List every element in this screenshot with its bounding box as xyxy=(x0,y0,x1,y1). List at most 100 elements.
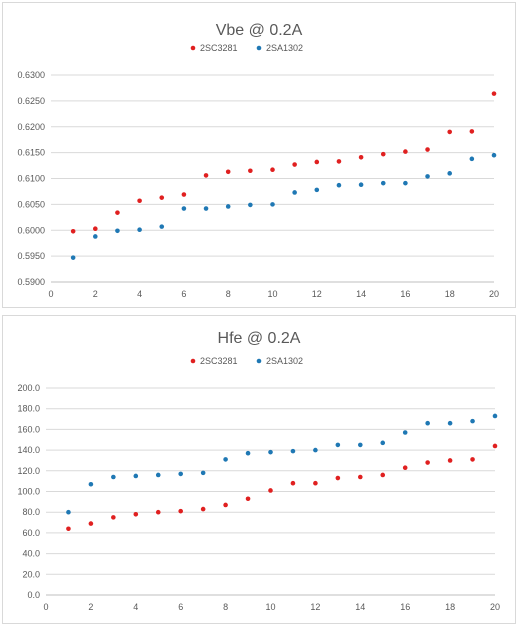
x-tick-label: 10 xyxy=(265,602,275,612)
x-tick-label: 14 xyxy=(356,289,366,299)
y-tick-label: 0.5900 xyxy=(17,277,45,287)
legend-label: 2SC3281 xyxy=(200,43,238,53)
x-tick-label: 8 xyxy=(226,289,231,299)
data-point xyxy=(88,521,94,526)
data-point xyxy=(469,129,475,134)
y-tick-label: 160.0 xyxy=(17,424,40,434)
data-point xyxy=(292,162,297,167)
data-point xyxy=(425,147,430,152)
x-tick-label: 12 xyxy=(310,602,320,612)
series-2SC3281 xyxy=(66,443,498,532)
x-tick-label: 8 xyxy=(223,602,228,612)
data-point xyxy=(292,190,297,195)
vbe-chart: Vbe @ 0.2A 2SC3281 2SA1302 0.5900 0.5950 0.… xyxy=(17,22,499,299)
x-tick-label: 0 xyxy=(43,602,48,612)
data-point xyxy=(380,472,386,478)
vbe-chart-panel: Vbe @ 0.2A 2SC3281 2SA1302 0.5900 0.5950 0.… xyxy=(2,2,516,308)
data-point xyxy=(403,149,408,154)
data-point xyxy=(159,195,165,200)
x-tick-label: 14 xyxy=(355,602,365,612)
y-tick-label: 0.6100 xyxy=(17,174,45,184)
data-point xyxy=(335,442,341,448)
data-point xyxy=(313,447,318,453)
data-point xyxy=(93,226,98,231)
y-tick-label: 0.5950 xyxy=(17,251,45,261)
legend-marker xyxy=(256,45,262,51)
data-point xyxy=(203,173,209,178)
x-tick-label: 18 xyxy=(445,602,455,612)
y-tick-label: 20.0 xyxy=(22,569,40,579)
data-point xyxy=(358,442,363,448)
x-tick-label: 4 xyxy=(133,602,138,612)
series-2SA1302 xyxy=(70,152,497,260)
data-point xyxy=(115,228,120,234)
data-point xyxy=(245,496,251,502)
y-tick-label: 0.6150 xyxy=(17,148,45,158)
chart-legend: 2SC3281 2SA1302 xyxy=(190,356,303,366)
data-point xyxy=(270,202,275,207)
data-point xyxy=(200,506,206,512)
data-point xyxy=(200,470,206,476)
data-point xyxy=(115,210,120,215)
y-tick-label: 100.0 xyxy=(17,487,40,497)
data-point xyxy=(336,159,342,164)
data-point xyxy=(155,509,161,515)
legend-marker xyxy=(256,358,262,364)
data-point xyxy=(314,159,320,165)
y-tick-label: 200.0 xyxy=(17,383,40,393)
data-point xyxy=(270,167,275,173)
chart-legend: 2SC3281 2SA1302 xyxy=(190,43,303,53)
data-point xyxy=(380,440,386,446)
y-tick-label: 0.0 xyxy=(27,590,40,600)
data-point xyxy=(358,182,364,188)
x-tick-label: 4 xyxy=(137,289,142,299)
data-point xyxy=(93,234,98,239)
data-point xyxy=(248,202,253,208)
x-tick-label: 2 xyxy=(88,602,93,612)
data-point xyxy=(314,187,320,193)
data-point xyxy=(290,448,296,454)
data-point xyxy=(492,443,498,449)
chart-title: Hfe @ 0.2A xyxy=(218,330,301,347)
x-tick-label: 18 xyxy=(445,289,455,299)
data-point xyxy=(159,224,165,229)
hfe-chart-panel: Hfe @ 0.2A 2SC3281 2SA1302 0.0 20.0 40.0 60.… xyxy=(2,315,516,624)
data-point xyxy=(225,204,231,209)
data-point xyxy=(133,511,139,517)
data-point xyxy=(380,151,386,157)
data-point xyxy=(248,168,253,174)
data-point xyxy=(155,472,161,478)
data-point xyxy=(447,458,453,463)
data-point xyxy=(181,206,187,211)
chart-title: Vbe @ 0.2A xyxy=(216,22,303,39)
data-point xyxy=(133,473,139,479)
x-tick-label: 16 xyxy=(400,289,410,299)
legend-label: 2SC3281 xyxy=(200,356,238,366)
series-2SA1302 xyxy=(66,413,498,515)
legend-label: 2SA1302 xyxy=(266,43,303,53)
y-tick-label: 80.0 xyxy=(22,507,40,517)
series-2SC3281 xyxy=(70,91,497,234)
data-point xyxy=(313,480,318,486)
x-tick-label: 2 xyxy=(93,289,98,299)
data-point xyxy=(268,449,273,455)
data-point xyxy=(137,198,142,204)
data-point xyxy=(425,420,430,426)
data-point xyxy=(223,502,228,508)
data-point xyxy=(290,480,296,486)
plot-area: 0.0 20.0 40.0 60.0 80.0 100.0 120.0 140.0 160.0 1… xyxy=(17,383,500,612)
data-point xyxy=(403,180,408,186)
data-point xyxy=(447,171,453,176)
y-tick-label: 0.6250 xyxy=(17,96,45,106)
data-point xyxy=(402,465,408,470)
legend-marker xyxy=(190,45,196,51)
data-point xyxy=(66,509,71,515)
y-tick-label: 60.0 xyxy=(22,528,40,538)
legend-label: 2SA1302 xyxy=(266,356,303,366)
data-point xyxy=(425,174,430,179)
data-point xyxy=(469,156,475,162)
x-tick-label: 10 xyxy=(267,289,277,299)
data-point xyxy=(137,227,142,233)
data-point xyxy=(336,182,342,188)
x-tick-label: 16 xyxy=(400,602,410,612)
